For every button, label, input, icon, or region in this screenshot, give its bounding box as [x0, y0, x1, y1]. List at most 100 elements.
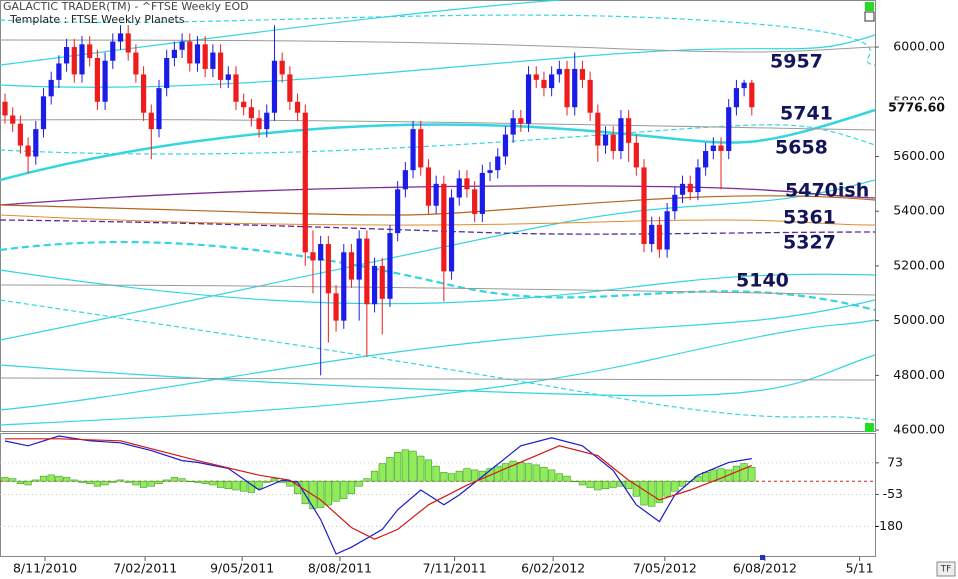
histogram-bar	[748, 467, 756, 482]
candle-body	[664, 211, 670, 250]
candle-body	[441, 183, 447, 272]
histogram-bar	[209, 480, 217, 486]
candle-body	[256, 118, 262, 130]
candle-body	[341, 252, 347, 321]
histogram-bar	[663, 480, 671, 497]
tf-button[interactable]	[936, 561, 956, 577]
x-tick-label: 8/08/2011	[308, 561, 372, 576]
candle-body	[310, 252, 316, 261]
candle-body	[210, 52, 216, 69]
histogram-bar	[163, 479, 171, 482]
histogram-bar	[702, 472, 710, 482]
histogram-bar	[717, 468, 725, 482]
x-tick-label: 7/05/2012	[633, 561, 697, 576]
candle-body	[164, 58, 170, 89]
histogram-bar	[301, 480, 309, 505]
histogram-bar	[332, 480, 340, 502]
candle-body	[579, 68, 586, 80]
indicator	[865, 423, 874, 432]
candle-body	[325, 244, 331, 294]
candle-body	[602, 134, 609, 146]
level-annotation: 5327	[783, 232, 836, 254]
y-tick-label: 5000.00	[893, 312, 945, 327]
plot: 4600.00 4800.00 5000.00 5200.00 5400.00 5600.…	[0, 25, 956, 576]
level-annotation: 5658	[775, 137, 828, 159]
candle-body	[741, 82, 747, 89]
x-tick-label: 9/05/2011	[210, 561, 274, 576]
planet-line	[0, 34, 876, 88]
candle-body	[333, 293, 339, 321]
histogram-bar	[55, 475, 63, 482]
histogram-bar	[517, 462, 525, 482]
histogram-bar	[394, 452, 402, 482]
oscillator-line	[5, 438, 753, 540]
y-tick-label: 4600.00	[893, 422, 945, 437]
candle-body	[556, 68, 562, 75]
candle-body	[525, 74, 532, 124]
histogram-bar	[101, 480, 109, 486]
candle-body	[48, 79, 54, 97]
planet-line	[0, 108, 876, 182]
level-annotation: 5741	[780, 103, 833, 125]
candle-body	[710, 145, 716, 152]
candle-body	[618, 118, 624, 152]
histogram-bar	[86, 480, 94, 485]
planet-line	[0, 299, 876, 411]
histogram-bar	[32, 479, 40, 482]
candle-body	[410, 129, 416, 171]
candle-body	[448, 197, 455, 272]
tf-label: TF	[940, 565, 952, 575]
indicator	[865, 2, 874, 11]
histogram-bar	[501, 463, 510, 482]
candle-body	[356, 238, 362, 280]
histogram-bar	[601, 480, 610, 490]
histogram-bar	[78, 480, 86, 483]
planet-line	[0, 377, 876, 381]
window-button[interactable]	[864, 11, 875, 22]
cursor-marker	[760, 555, 765, 560]
candle-body	[703, 151, 709, 168]
histogram-bar	[578, 480, 587, 486]
planet-line	[0, 124, 876, 155]
histogram-bar	[532, 464, 540, 482]
candle-body	[456, 178, 462, 198]
candle-body	[425, 167, 432, 206]
histogram-bar	[186, 480, 194, 482]
last-price-label: 5776.60	[888, 100, 945, 115]
histogram-bar	[216, 480, 225, 488]
histogram-bar	[432, 465, 440, 482]
histogram-bar	[409, 450, 417, 482]
histogram-bar	[124, 480, 132, 483]
histogram-bar	[455, 470, 463, 482]
candle-body	[194, 44, 201, 64]
histogram-bar	[740, 463, 748, 482]
histogram-bar	[39, 475, 48, 482]
candle-body	[479, 172, 485, 214]
planet-line	[0, 319, 876, 426]
candle-body	[271, 60, 278, 113]
histogram-bar	[648, 480, 656, 507]
planet-line	[0, 119, 876, 131]
x-tick-label: 7/02/2011	[113, 561, 177, 576]
candle-body	[371, 265, 378, 305]
candle-body	[25, 145, 31, 157]
candle-body	[233, 74, 239, 102]
candle-body	[541, 79, 547, 89]
histogram-bar	[16, 480, 25, 485]
histogram-bar	[170, 477, 178, 482]
planet-line	[0, 14, 876, 66]
candle-body	[248, 107, 254, 119]
histogram-bar	[109, 480, 117, 483]
histogram-bar	[62, 477, 71, 482]
candle-body	[102, 60, 108, 102]
candle-body	[518, 118, 524, 124]
candle-body	[56, 63, 62, 80]
histogram-bar	[548, 469, 556, 482]
y-tick-label: -180	[875, 518, 903, 533]
histogram-bar	[132, 480, 140, 486]
candle-body	[10, 115, 16, 124]
histogram-bar	[401, 449, 409, 482]
candle-body	[17, 123, 24, 146]
histogram-bar	[609, 480, 617, 488]
